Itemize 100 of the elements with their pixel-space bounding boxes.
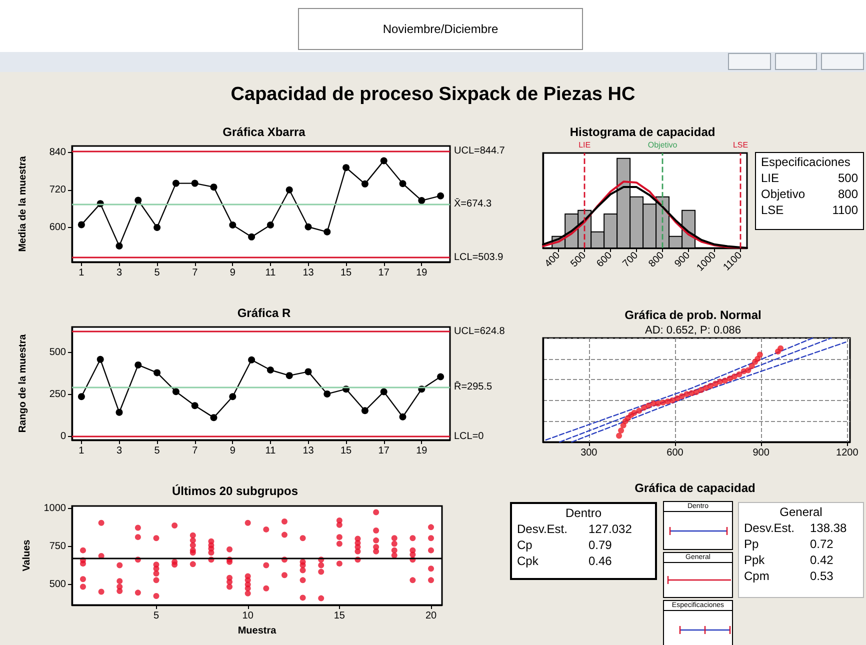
y-tick-label: 1000 [44, 502, 66, 514]
y-tick-label: 250 [49, 388, 66, 400]
x-tick-label: 15 [340, 446, 352, 456]
point [756, 352, 763, 358]
y-tick-label: 600 [49, 222, 66, 234]
ref-line-label: LCL=503.9 [454, 252, 504, 264]
x-tick-label: 19 [416, 446, 428, 456]
point [191, 402, 198, 410]
ref-line-label: LCL=0 [454, 431, 484, 442]
text: Capacidad de proceso Sixpack de Piezas HC [230, 84, 636, 106]
point [78, 221, 85, 228]
category-label: Cpm [744, 568, 770, 584]
category-label: Cp [517, 537, 534, 553]
point [778, 345, 784, 352]
data-label: 1100 [831, 202, 858, 218]
point [229, 222, 236, 229]
point [78, 393, 85, 400]
ref-line-label: UCL=624.8 [454, 326, 506, 337]
ref-line-label: UCL=844.7 [454, 145, 506, 156]
chart-title: Gráfica Xbarra [222, 125, 306, 139]
ref-line-label: LSE [732, 140, 748, 150]
x-tick-label: 1 [78, 268, 85, 278]
x-tick-label: 17 [378, 268, 390, 278]
x-tick-label: 1200 [836, 448, 859, 458]
x-tick-label: 3 [116, 446, 122, 456]
x-tick-label: 9 [230, 268, 236, 278]
y-tick-label: 500 [49, 578, 66, 590]
point [380, 157, 388, 164]
x-tick-label: 7 [192, 446, 198, 456]
point [636, 408, 642, 414]
point [698, 387, 704, 393]
x-tick-label: 17 [378, 446, 390, 456]
point [646, 402, 652, 409]
ref-line-label: X̄=674.3 [454, 198, 492, 210]
category-label: Objetivo [761, 186, 806, 202]
category-label: Ppk [744, 552, 766, 568]
point [618, 428, 624, 434]
point [304, 368, 312, 376]
point [286, 372, 293, 380]
point [669, 397, 676, 404]
point [342, 164, 350, 172]
point [702, 384, 709, 391]
point [708, 382, 714, 389]
point [266, 222, 274, 229]
point [418, 197, 426, 204]
data-label: 500 [836, 170, 858, 186]
point [154, 224, 161, 232]
point [399, 180, 406, 188]
category-label: LSE [761, 202, 785, 218]
data-label: 0.79 [588, 537, 613, 553]
point [134, 196, 142, 204]
y-axis-title: Values [22, 539, 32, 572]
x-tick-label: 600 [594, 250, 615, 270]
point [684, 391, 690, 398]
x-tick-label: 10 [242, 610, 254, 622]
point [641, 404, 647, 411]
text: Gráfica de capacidad [634, 481, 756, 495]
y-tick-label: 750 [49, 540, 66, 552]
category-label: Cpk [517, 553, 540, 569]
y-tick-label: 840 [49, 146, 66, 158]
x-tick-label: 3 [116, 268, 122, 278]
x-tick-label: 13 [302, 268, 314, 278]
ref-line-label: LIE [578, 140, 591, 150]
x-tick-label: 7 [192, 268, 198, 278]
x-tick-label: 5 [154, 446, 160, 456]
point [660, 399, 666, 406]
data-label: 0.53 [810, 568, 834, 584]
data-label: 0.72 [810, 536, 834, 552]
x-tick-label: 5 [154, 268, 160, 278]
data-label: 0.42 [810, 552, 834, 568]
chart-title: Últimos 20 subgrupos [172, 484, 298, 498]
point [437, 373, 444, 380]
x-tick-label: 11 [265, 446, 276, 456]
point [116, 408, 123, 416]
point [361, 180, 368, 188]
ref-line-label: Objetivo [648, 140, 678, 150]
point [134, 361, 142, 368]
data-label: 138.38 [810, 520, 848, 536]
point [248, 356, 256, 364]
y-tick-label: 500 [49, 346, 66, 358]
x-axis-title: Muestra [238, 625, 277, 636]
point [96, 356, 104, 363]
x-tick-label: 900 [672, 250, 693, 270]
point [631, 410, 638, 416]
chart-title: Gráfica R [237, 306, 292, 320]
x-tick-label: 11 [265, 268, 276, 278]
x-tick-label: 20 [425, 610, 438, 622]
point [191, 180, 198, 187]
text: Noviembre/Diciembre [298, 8, 583, 50]
point [229, 393, 236, 400]
x-tick-label: 15 [340, 268, 352, 278]
category-label: Pp [744, 536, 760, 552]
point [655, 400, 662, 407]
y-axis-title: Rango de la muestra [18, 334, 28, 433]
point [726, 376, 733, 382]
x-tick-label: 900 [752, 448, 770, 458]
data-label: 800 [836, 186, 858, 202]
point [154, 369, 161, 376]
point [437, 192, 444, 200]
point [678, 393, 685, 400]
